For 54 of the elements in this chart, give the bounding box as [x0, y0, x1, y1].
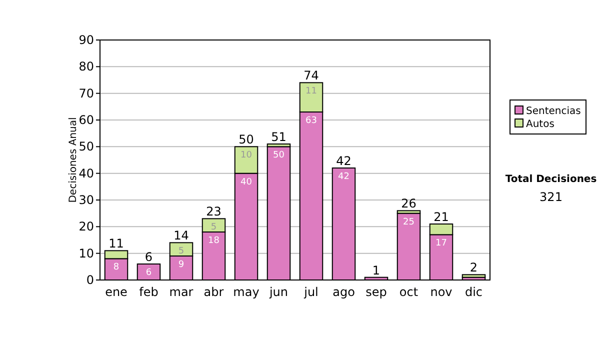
- total-label: 14: [174, 228, 189, 243]
- y-tick-label: 80: [78, 60, 94, 74]
- x-tick-label: mar: [169, 285, 194, 299]
- data-label: 10: [240, 150, 252, 161]
- total-label: 6: [144, 250, 153, 264]
- legend-label: Autos: [526, 119, 554, 130]
- data-label: 17: [436, 238, 447, 249]
- total-label: 42: [336, 154, 352, 168]
- total-label: 2: [470, 260, 478, 275]
- data-label: 11: [306, 86, 317, 97]
- total-label: 23: [206, 204, 222, 219]
- data-label: 40: [240, 177, 252, 188]
- x-tick-label: sep: [366, 285, 387, 299]
- x-tick-label: ago: [332, 285, 355, 299]
- y-tick-label: 50: [78, 140, 94, 154]
- x-tick-label: jun: [268, 285, 288, 299]
- x-tick-label: may: [233, 285, 260, 299]
- data-label: 18: [208, 236, 220, 246]
- total-label: 74: [304, 68, 319, 83]
- total-label: 21: [434, 210, 449, 224]
- total-label: 26: [401, 196, 416, 211]
- data-label: 50: [273, 150, 285, 161]
- y-tick-label: 60: [78, 113, 94, 127]
- total-label: 11: [108, 236, 124, 251]
- data-label: 8: [113, 262, 120, 273]
- y-tick-label: 70: [78, 86, 94, 100]
- data-label: 5: [178, 246, 184, 257]
- total-label: 51: [271, 130, 286, 144]
- y-tick-label: 40: [78, 166, 94, 180]
- data-label: 63: [306, 116, 317, 126]
- y-axis-title: Decisiones Anual: [68, 117, 79, 203]
- y-tick-label: 0: [86, 273, 94, 287]
- data-label: 9: [178, 260, 184, 270]
- x-tick-label: ene: [105, 285, 128, 299]
- data-label: 5: [210, 222, 217, 233]
- y-tick-label: 30: [78, 193, 94, 207]
- x-tick-label: jul: [303, 285, 318, 299]
- bar: [462, 274, 486, 278]
- total-label: 1: [372, 263, 380, 278]
- x-tick-label: nov: [430, 285, 452, 299]
- x-tick-label: dic: [464, 285, 483, 299]
- data-label: 25: [403, 217, 414, 228]
- y-tick-label: 20: [78, 220, 94, 234]
- x-tick-label: oct: [399, 285, 418, 299]
- data-label: 42: [338, 172, 350, 182]
- x-tick-label: abr: [204, 285, 224, 299]
- data-label: 6: [146, 268, 152, 278]
- x-tick-label: feb: [139, 285, 158, 299]
- legend-label: Sentencias: [526, 106, 581, 117]
- text: 321: [540, 190, 562, 204]
- total-label: 50: [238, 132, 254, 147]
- y-tick-label: 90: [78, 33, 94, 47]
- y-tick-label: 10: [78, 246, 94, 260]
- text: Total Decisiones: [505, 174, 597, 185]
